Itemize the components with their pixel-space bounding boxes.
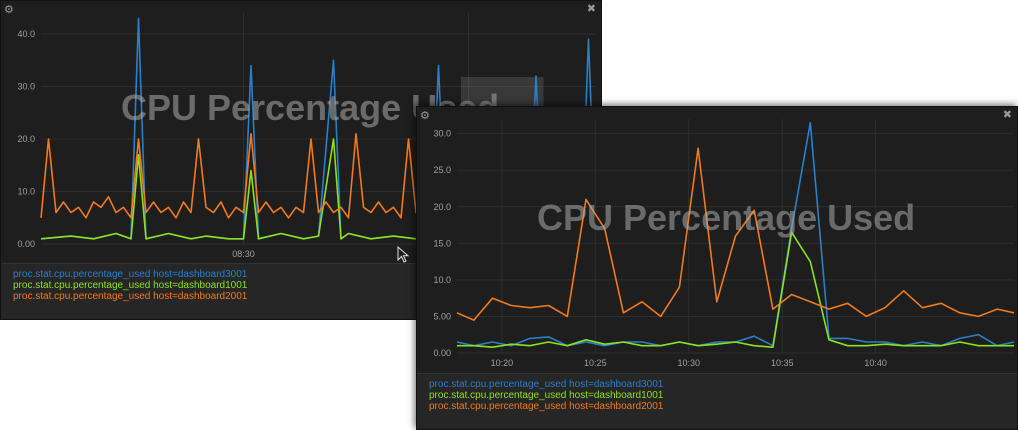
y-tick-label: 25.0	[433, 165, 451, 175]
plot-area-zoomed[interactable]: 0.00 5.00 10.0 15.0 20.0 25.0 30.0 10:20 10:25 10…	[417, 107, 1017, 373]
y-tick-label: 30.0	[17, 82, 35, 92]
y-tick-label: 0.00	[17, 239, 35, 249]
x-tick-label: 10:40	[864, 358, 887, 368]
y-tick-label: 0.00	[433, 348, 451, 358]
x-tick-label: 10:30	[678, 358, 701, 368]
series-line-dashboard1001	[457, 231, 1014, 348]
gear-icon[interactable]: ⚙	[420, 109, 430, 122]
close-icon[interactable]: ✖	[586, 2, 596, 15]
legend-entry[interactable]: proc.stat.cpu.percentage_used host=dashb…	[429, 379, 664, 390]
legend: proc.stat.cpu.percentage_used host=dashb…	[417, 373, 1017, 429]
y-tick-label: 40.0	[17, 29, 35, 39]
y-tick-label: 10.0	[433, 275, 451, 285]
y-tick-label: 10.0	[17, 187, 35, 197]
x-tick-label: 08:30	[232, 249, 255, 259]
y-tick-label: 20.0	[17, 134, 35, 144]
chart-panel-zoomed: ⚙ ✖ 0.00 5.00 10.0 15.0 20.0 25.0 30.0 10:20 10:…	[416, 106, 1018, 430]
x-tick-label: 10:25	[584, 358, 607, 368]
x-tick-label: 10:35	[771, 358, 794, 368]
mouse-cursor-icon	[397, 246, 410, 263]
y-tick-label: 5.00	[433, 311, 451, 321]
legend-entry[interactable]: proc.stat.cpu.percentage_used host=dashb…	[13, 269, 248, 280]
series-line-dashboard2001	[456, 147, 1015, 321]
y-tick-label: 20.0	[433, 202, 451, 212]
gear-icon[interactable]: ⚙	[4, 3, 14, 16]
series-line-dashboard3001	[456, 121, 1015, 347]
y-tick-label: 30.0	[433, 129, 451, 139]
legend-entry[interactable]: proc.stat.cpu.percentage_used host=dashb…	[429, 390, 664, 401]
legend-entry[interactable]: proc.stat.cpu.percentage_used host=dashb…	[13, 291, 248, 302]
close-icon[interactable]: ✖	[1002, 108, 1012, 121]
x-tick-label: 10:20	[491, 358, 514, 368]
legend-entry[interactable]: proc.stat.cpu.percentage_used host=dashb…	[429, 401, 664, 412]
y-tick-label: 15.0	[433, 238, 451, 248]
legend-entry[interactable]: proc.stat.cpu.percentage_used host=dashb…	[13, 280, 248, 291]
